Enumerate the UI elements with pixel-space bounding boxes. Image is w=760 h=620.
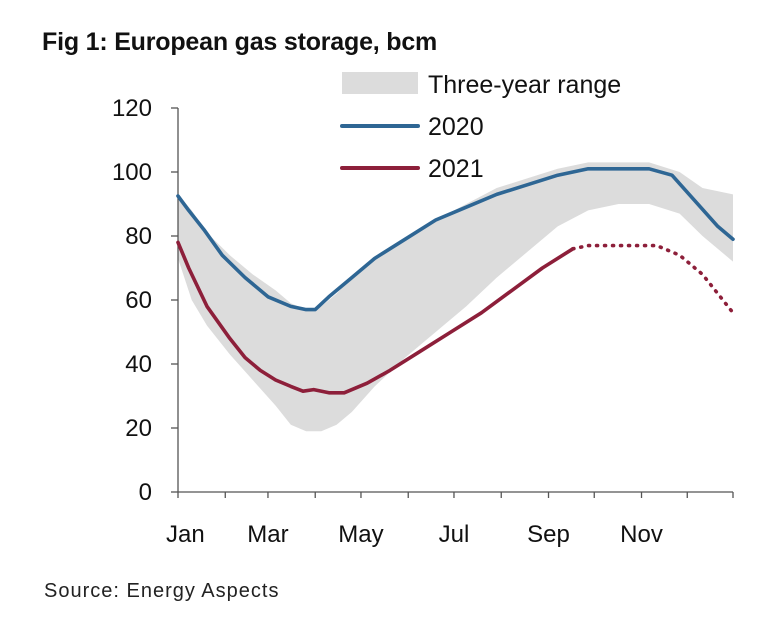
x-tick-label: Mar: [247, 521, 288, 548]
x-tick-label: May: [338, 521, 383, 548]
x-tick-label: Nov: [620, 521, 663, 548]
y-tick-label: 80: [125, 223, 152, 250]
three-year-range-band: [178, 162, 733, 432]
range-band-layer: [178, 162, 733, 432]
legend: Three-year range 2020 2021: [340, 71, 621, 183]
chart-title: Fig 1: European gas storage, bcm: [42, 28, 438, 56]
y-tick-label: 0: [139, 479, 152, 506]
x-tick-label: Jan: [166, 521, 205, 548]
y-tick-label: 120: [112, 95, 152, 122]
y-tick-label: 40: [125, 351, 152, 378]
y-tick-label: 100: [112, 159, 152, 186]
legend-label-2021: 2021: [428, 155, 484, 183]
x-tick-label: Sep: [527, 521, 570, 548]
legend-label-range: Three-year range: [428, 71, 621, 99]
series-line-2021: [176, 240, 575, 395]
axes-layer: 0 20 40 60 80 100 120 Jan Mar May Jul Sep Nov: [112, 95, 734, 548]
series-layer: [176, 167, 735, 395]
series-forecast-2021: [571, 243, 735, 315]
x-tick-label: Jul: [439, 521, 470, 548]
y-tick-label: 60: [125, 287, 152, 314]
y-tick-label: 20: [125, 415, 152, 442]
source-note: Source: Energy Aspects: [44, 580, 280, 602]
legend-swatch-range: [342, 72, 418, 94]
legend-label-2020: 2020: [428, 113, 484, 141]
series-line-2020: [176, 167, 735, 312]
